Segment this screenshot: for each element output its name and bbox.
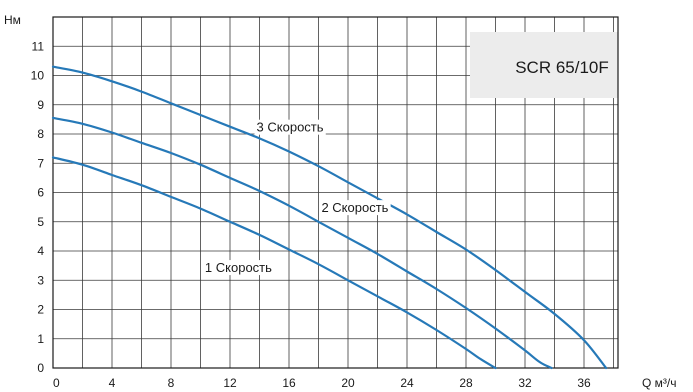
x-tick-label: 0 bbox=[53, 376, 60, 390]
y-tick-label: 9 bbox=[37, 98, 44, 112]
x-tick-label: 4 bbox=[109, 376, 116, 390]
y-tick-label: 3 bbox=[37, 273, 44, 287]
y-tick-label: 1 bbox=[37, 332, 44, 346]
y-tick-label: 8 bbox=[37, 127, 44, 141]
y-tick-label: 6 bbox=[37, 186, 44, 200]
series-label-3: 3 Скорость bbox=[257, 120, 324, 135]
x-axis-label: Q м³/ч bbox=[642, 376, 677, 390]
x-tick-labels: 0 4 8 12 16 20 24 28 32 36 bbox=[53, 376, 591, 390]
x-tick-label: 32 bbox=[518, 376, 532, 390]
y-axis-label: Нм bbox=[4, 13, 21, 27]
y-tick-label: 10 bbox=[31, 69, 45, 83]
series-labels: 1 Скорость 2 Скорость 3 Скорость bbox=[202, 119, 391, 276]
y-tick-label: 4 bbox=[37, 244, 44, 258]
x-tick-label: 12 bbox=[223, 376, 237, 390]
x-tick-label: 8 bbox=[168, 376, 175, 390]
series-lines bbox=[51, 65, 608, 370]
chart-title: SCR 65/10F bbox=[515, 58, 609, 77]
series-line-3 bbox=[51, 65, 608, 370]
series-line-2 bbox=[51, 116, 553, 370]
series-line-1 bbox=[51, 156, 497, 370]
y-tick-label: 7 bbox=[37, 156, 44, 170]
model-label-box bbox=[470, 32, 618, 98]
x-tick-label: 24 bbox=[400, 376, 414, 390]
x-tick-label: 28 bbox=[459, 376, 473, 390]
series-label-bg bbox=[254, 119, 326, 135]
y-tick-label: 11 bbox=[32, 39, 45, 53]
x-tick-label: 16 bbox=[282, 376, 296, 390]
series-label-1: 1 Скорость bbox=[205, 260, 272, 275]
plot-frame bbox=[52, 16, 619, 369]
y-tick-label: 5 bbox=[37, 215, 44, 229]
series-label-bg bbox=[202, 260, 275, 276]
y-tick-label: 2 bbox=[37, 303, 44, 317]
series-label-2: 2 Скорость bbox=[321, 200, 388, 215]
x-tick-label: 20 bbox=[341, 376, 355, 390]
x-tick-label: 36 bbox=[577, 376, 591, 390]
series-label-bg bbox=[319, 200, 391, 216]
plot-border bbox=[52, 16, 619, 369]
y-tick-label: 0 bbox=[37, 361, 44, 375]
y-tick-labels: 0 1 2 3 4 5 6 7 8 9 10 11 bbox=[31, 39, 45, 375]
